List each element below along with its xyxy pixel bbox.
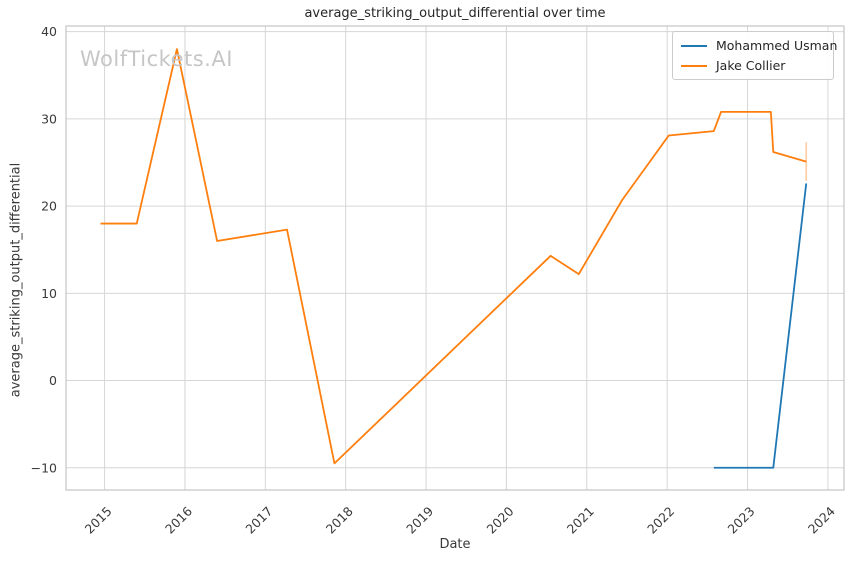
y-tick-label: 10 — [41, 286, 57, 301]
legend-label: Jake Collier — [716, 58, 786, 73]
chart-title: average_striking_output_differential ove… — [304, 6, 606, 21]
y-tick-label: −10 — [31, 460, 57, 475]
x-tick-label: 2017 — [242, 504, 275, 537]
legend-line-sample-icon — [681, 44, 707, 47]
series-line-jake-collier — [100, 48, 807, 465]
x-tick-label: 2021 — [564, 504, 597, 537]
x-axis-label: Date — [439, 537, 471, 552]
watermark: WolfTickets.AI — [80, 47, 233, 71]
x-tick-label: 2023 — [725, 504, 758, 537]
x-tick-label: 2024 — [805, 503, 838, 536]
x-tick-label: 2015 — [82, 504, 115, 537]
legend-entry-mohammed-usman: Mohammed Usman — [681, 38, 837, 53]
y-tick-label: 30 — [41, 111, 57, 126]
legend-entry-jake-collier: Jake Collier — [681, 58, 825, 73]
y-tick-label: 40 — [41, 24, 57, 39]
x-tick-label: 2018 — [323, 503, 356, 536]
y-tick-label: 0 — [49, 373, 57, 388]
legend-line-sample-icon — [681, 64, 707, 67]
x-tick-label: 2019 — [403, 503, 436, 536]
x-tick-label: 2022 — [644, 504, 677, 537]
legend-label: Mohammed Usman — [716, 38, 838, 53]
x-tick-label: 2016 — [162, 503, 195, 536]
legend: Mohammed Usman Jake Collier — [672, 31, 837, 80]
y-axis-label: average_striking_output_differential — [8, 162, 24, 398]
y-tick-label: 20 — [41, 199, 57, 214]
x-tick-label: 2020 — [483, 503, 516, 536]
axes-frame — [65, 25, 845, 491]
series-line-mohammed-usman — [713, 183, 808, 469]
